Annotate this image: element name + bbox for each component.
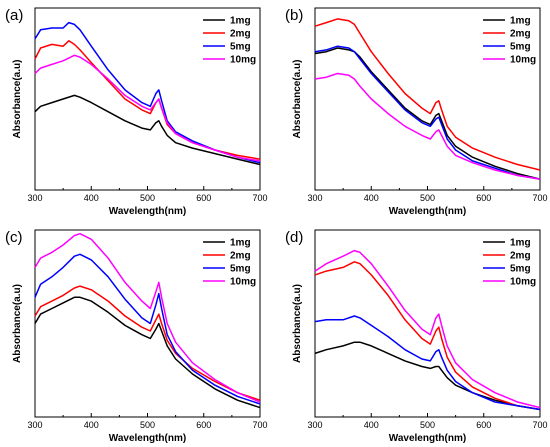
- legend-label-5mg: 5mg: [510, 264, 531, 275]
- plot-frame: [34, 7, 261, 191]
- panel-label: (d): [285, 229, 303, 246]
- series-line-5mg: [34, 253, 261, 405]
- x-tick-label: 700: [532, 193, 547, 203]
- series-line-10mg: [314, 72, 541, 180]
- series-line-2mg: [34, 285, 261, 401]
- legend-label-2mg: 2mg: [510, 251, 531, 262]
- y-axis-title: Absorbance(a.u): [292, 284, 303, 363]
- x-tick-label: 600: [196, 420, 211, 430]
- x-axis-title: Wavelength(nm): [109, 206, 186, 217]
- legend-label-1mg: 1mg: [510, 238, 531, 249]
- x-tick-label: 400: [364, 420, 379, 430]
- panel-label: (a): [5, 7, 23, 24]
- x-axis-title: Wavelength(nm): [389, 206, 466, 217]
- legend: 1mg 2mg 5mg 10mg: [483, 238, 536, 288]
- x-tick-label: 500: [140, 193, 155, 203]
- series-line-1mg: [34, 296, 261, 409]
- series-line-10mg: [34, 54, 261, 162]
- legend-label-10mg: 10mg: [510, 55, 536, 66]
- chart-panel-4: (d) 300 400 500 600 700 Wavelength(nm) Absorban…: [285, 229, 548, 444]
- x-tick-label: 300: [307, 193, 322, 203]
- series-line-5mg: [314, 315, 541, 411]
- plot-frame: [314, 7, 541, 191]
- x-tick-label: 600: [476, 193, 491, 203]
- legend-label-1mg: 1mg: [510, 16, 531, 27]
- series-line-1mg: [314, 341, 541, 411]
- y-axis-title: Absorbance(a.u): [12, 284, 23, 363]
- x-tick-label: 400: [84, 420, 99, 430]
- x-axis-title: Wavelength(nm): [389, 433, 466, 444]
- series-line-10mg: [314, 249, 541, 409]
- x-tick-label: 300: [27, 193, 42, 203]
- x-tick-label: 300: [27, 420, 42, 430]
- panel-label: (b): [285, 7, 303, 24]
- x-tick-label: 700: [252, 193, 267, 203]
- series-line-10mg: [34, 232, 261, 403]
- y-axis-title: Absorbance(a.u): [292, 60, 303, 139]
- legend-label-5mg: 5mg: [230, 42, 251, 53]
- legend-label-1mg: 1mg: [230, 16, 251, 27]
- x-tick-label: 500: [140, 420, 155, 430]
- x-tick-label: 400: [364, 193, 379, 203]
- plot-frame: [34, 229, 261, 418]
- legend: 1mg 2mg 5mg 10mg: [203, 238, 256, 288]
- x-axis-title: Wavelength(nm): [109, 433, 186, 444]
- x-tick-label: 500: [420, 193, 435, 203]
- chart-panel-3: (c) 300 400 500 600 700 Wavelength(nm) Absorban…: [5, 229, 268, 444]
- series-line-2mg: [314, 18, 541, 171]
- legend-label-5mg: 5mg: [230, 264, 251, 275]
- legend: 1mg 2mg 5mg 10mg: [203, 16, 256, 66]
- legend: 1mg 2mg 5mg 10mg: [483, 16, 536, 66]
- series-line-1mg: [34, 94, 261, 166]
- legend-label-10mg: 10mg: [230, 55, 256, 66]
- legend-label-10mg: 10mg: [230, 277, 256, 288]
- x-tick-label: 600: [476, 420, 491, 430]
- panel-label: (c): [5, 229, 23, 246]
- x-tick-label: 600: [196, 193, 211, 203]
- chart-panel-2: (b) 300 400 500 600 700 Wavelength(nm) Absorban…: [285, 7, 548, 217]
- x-tick-label: 500: [420, 420, 435, 430]
- series-line-1mg: [314, 47, 541, 180]
- chart-panel-1: (a) 300 400 500 600 700 Wavelength(nm) Absorban…: [5, 7, 268, 217]
- legend-label-10mg: 10mg: [510, 277, 536, 288]
- legend-label-2mg: 2mg: [230, 29, 251, 40]
- y-axis-title: Absorbance(a.u): [12, 60, 23, 139]
- x-tick-label: 700: [532, 420, 547, 430]
- x-tick-label: 400: [84, 193, 99, 203]
- legend-label-2mg: 2mg: [510, 29, 531, 40]
- legend-label-2mg: 2mg: [230, 251, 251, 262]
- series-line-5mg: [34, 21, 261, 164]
- plot-frame: [314, 229, 541, 418]
- x-tick-label: 700: [252, 420, 267, 430]
- x-tick-label: 300: [307, 420, 322, 430]
- series-line-5mg: [314, 45, 541, 180]
- legend-label-5mg: 5mg: [510, 42, 531, 53]
- series-line-2mg: [314, 261, 541, 411]
- legend-label-1mg: 1mg: [230, 238, 251, 249]
